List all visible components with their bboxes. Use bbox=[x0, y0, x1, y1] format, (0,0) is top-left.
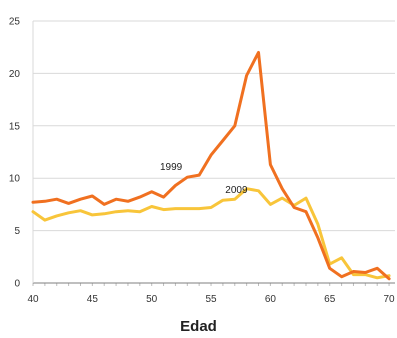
y-tick-label-25: 25 bbox=[9, 17, 21, 28]
x-tick-label-40: 40 bbox=[27, 294, 39, 305]
series-line-1999 bbox=[31, 50, 391, 281]
series-label-2009: 2009 bbox=[225, 185, 248, 196]
y-tick-label-10: 10 bbox=[9, 174, 21, 185]
y-tick-label-20: 20 bbox=[9, 69, 21, 80]
y-tick-label-0: 0 bbox=[14, 279, 20, 290]
series-labels: 1999 2009 bbox=[160, 162, 248, 196]
x-axis-ticks: 40 45 50 55 60 65 70 bbox=[27, 283, 395, 305]
x-tick-label-55: 55 bbox=[205, 294, 217, 305]
y-axis-ticks: 0 5 10 15 20 25 bbox=[9, 17, 21, 290]
x-tick-label-50: 50 bbox=[146, 294, 158, 305]
y-tick-label-15: 15 bbox=[9, 121, 21, 132]
x-tick-label-70: 70 bbox=[384, 294, 396, 305]
y-tick-label-5: 5 bbox=[14, 226, 20, 237]
series-lines bbox=[31, 50, 391, 281]
x-tick-label-65: 65 bbox=[324, 294, 336, 305]
series-line-2009 bbox=[31, 187, 391, 280]
series-label-1999: 1999 bbox=[160, 162, 183, 173]
gridlines bbox=[33, 20, 395, 232]
x-axis-title: Edad bbox=[180, 318, 217, 335]
x-tick-label-45: 45 bbox=[87, 294, 99, 305]
x-tick-label-60: 60 bbox=[265, 294, 277, 305]
